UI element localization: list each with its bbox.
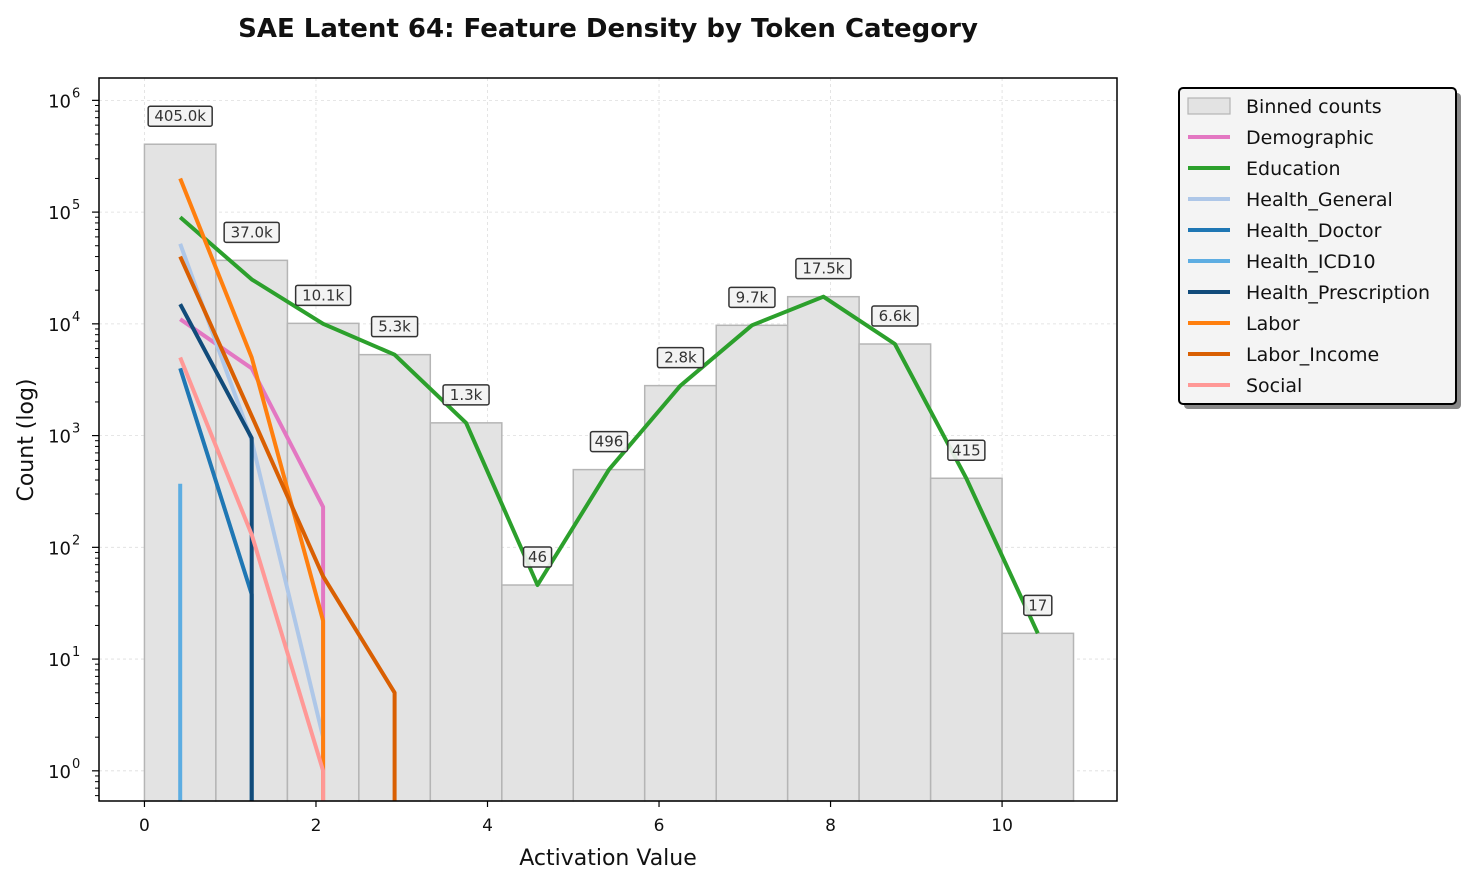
svg-text:3: 3 [72,422,80,437]
svg-text:10.1k: 10.1k [302,286,344,304]
series-line-health-prescription [178,303,254,801]
bar-label-12: 415 [947,439,986,462]
y-axis-label: Count (log) [14,378,39,501]
svg-text:Health_General: Health_General [1246,189,1393,211]
chart-title: SAE Latent 64: Feature Density by Token … [238,14,978,44]
bar-label-8: 2.8k [656,346,705,369]
legend-item-health-doctor: Health_Doctor [1188,220,1382,242]
svg-text:Labor_Income: Labor_Income [1246,344,1379,366]
bar-13 [1001,632,1075,802]
bar-12 [929,477,1003,802]
legend: Binned counts Demographic Education Health_… [1178,87,1461,409]
bar-value-labels: 405.0k 37.0k 10.1k 5.3k 1.3k 46 496 2.8k 9.7k 17.… [147,105,1053,617]
bar-5 [429,422,503,802]
svg-text:0: 0 [72,757,80,772]
plot-frame [98,77,1118,802]
svg-text:Health_ICD10: Health_ICD10 [1246,251,1376,273]
svg-text:4: 4 [72,310,80,325]
y-tick-label-2: 10 [48,538,71,559]
y-tick-label-4: 10 [48,315,71,336]
bar-7 [572,468,646,802]
bar-label-5: 1.3k [442,384,490,406]
svg-text:5: 5 [72,198,80,213]
bar-8 [643,384,717,802]
legend-item-health-general: Health_General [1188,189,1393,211]
legend-item-education: Education [1188,158,1341,180]
svg-text:2: 2 [72,533,80,548]
bar-label-6: 46 [522,546,553,568]
svg-text:415: 415 [952,441,981,459]
legend-item-labor-income: Labor_Income [1188,344,1379,366]
x-tick-label-6: 6 [654,816,665,836]
svg-text:Social: Social [1246,375,1302,397]
series-lines [178,177,1040,801]
bar-6 [501,584,575,802]
legend-item-social: Social [1188,375,1302,397]
svg-text:405.0k: 405.0k [154,107,206,125]
x-tick-label-2: 2 [311,816,322,836]
x-tick-label-10: 10 [991,816,1013,836]
svg-text:17: 17 [1028,596,1047,614]
bar-label-10: 17.5k [795,257,852,280]
bar-label-2: 37.0k [223,221,280,244]
bar-10 [786,295,860,802]
bar-9 [715,324,789,802]
legend-item-demographic: Demographic [1188,127,1374,149]
bar-label-13: 17 [1023,594,1053,617]
x-axis-ticks: 0 2 4 6 8 10 [139,801,1013,836]
x-tick-label-0: 0 [139,816,150,836]
x-tick-label-4: 4 [482,816,493,836]
series-line-education [178,215,1040,635]
svg-text:Demographic: Demographic [1246,127,1374,149]
x-axis-label: Activation Value [519,846,697,871]
bar-label-3: 10.1k [294,284,352,307]
svg-text:1: 1 [72,645,80,660]
legend-item-health-prescription: Health_Prescription [1188,282,1430,304]
svg-text:Binned counts: Binned counts [1246,96,1382,118]
y-tick-label-5: 10 [48,203,71,224]
legend-item-binned-counts: Binned counts [1187,96,1382,118]
legend-item-health-icd10: Health_ICD10 [1188,251,1376,273]
svg-text:2.8k: 2.8k [664,349,697,367]
svg-text:9.7k: 9.7k [736,288,769,306]
svg-text:496: 496 [595,433,624,451]
bar-label-9: 9.7k [728,286,776,309]
svg-text:6.6k: 6.6k [879,307,912,325]
y-tick-label-6: 10 [48,91,71,112]
y-tick-label-3: 10 [48,427,71,448]
svg-text:Health_Prescription: Health_Prescription [1246,282,1430,304]
series-line-social [178,356,326,801]
svg-text:5.3k: 5.3k [378,318,411,336]
y-tick-label-0: 10 [48,762,71,783]
series-line-labor [178,177,326,801]
svg-text:Education: Education [1246,158,1341,180]
bar-label-1: 405.0k [147,105,213,127]
svg-text:37.0k: 37.0k [231,223,273,241]
series-line-labor-income [178,255,397,801]
y-tick-label-1: 10 [48,650,71,671]
bar-label-11: 6.6k [871,305,919,327]
bar-label-7: 496 [589,430,629,453]
x-tick-label-8: 8 [825,816,836,836]
svg-text:17.5k: 17.5k [802,260,844,278]
bar-label-4: 5.3k [370,315,419,338]
svg-text:Labor: Labor [1246,313,1300,335]
bar-11 [858,343,932,802]
svg-text:1.3k: 1.3k [450,386,483,404]
svg-text:Health_Doctor: Health_Doctor [1246,220,1382,242]
svg-text:46: 46 [528,548,547,566]
svg-text:6: 6 [72,86,80,101]
legend-item-labor: Labor [1188,313,1300,335]
